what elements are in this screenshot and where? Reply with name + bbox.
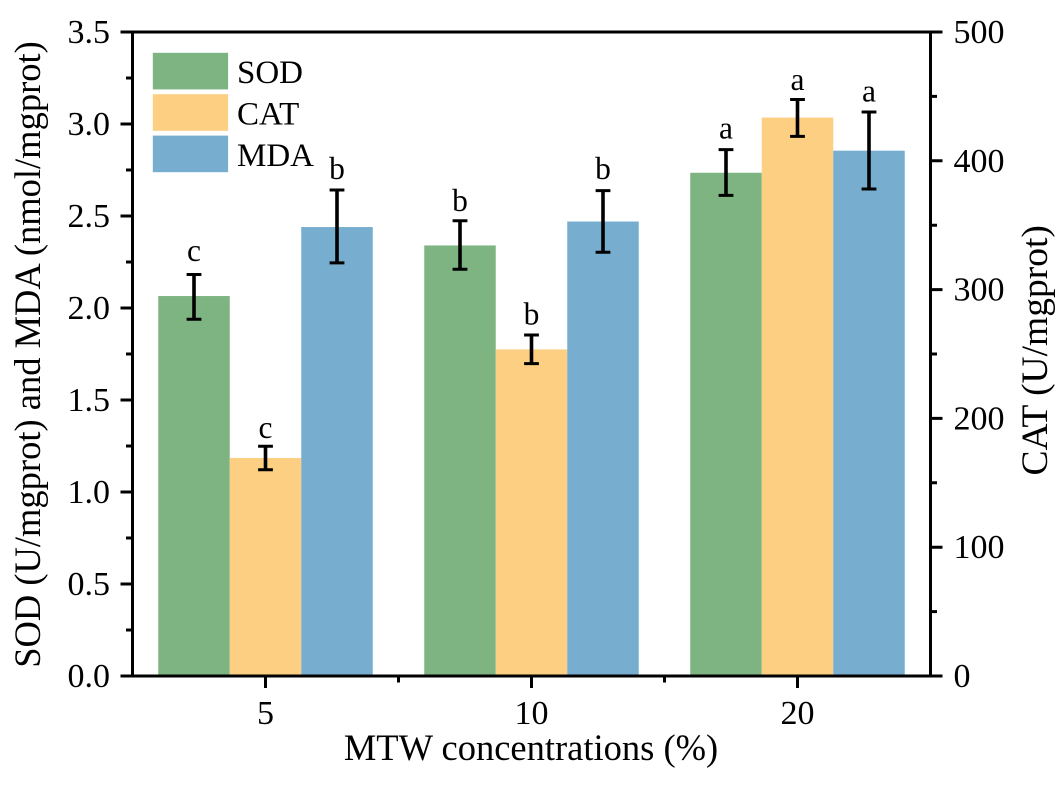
svg-text:CAT: CAT [237, 97, 299, 133]
svg-text:0.5: 0.5 [68, 566, 111, 603]
svg-text:MTW concentrations (%): MTW concentrations (%) [344, 727, 718, 768]
svg-text:1.0: 1.0 [68, 474, 111, 511]
svg-text:0: 0 [954, 658, 971, 695]
svg-text:1.5: 1.5 [68, 382, 111, 419]
svg-text:b: b [452, 183, 468, 218]
svg-text:c: c [259, 410, 273, 445]
svg-text:5: 5 [257, 695, 274, 732]
svg-text:CAT (U/mgprot): CAT (U/mgprot) [1015, 225, 1056, 475]
svg-text:2.5: 2.5 [68, 198, 111, 235]
svg-text:100: 100 [954, 529, 1005, 566]
svg-text:500: 500 [954, 14, 1005, 51]
svg-text:10: 10 [515, 695, 549, 732]
svg-text:300: 300 [954, 272, 1005, 309]
svg-text:a: a [719, 111, 733, 146]
svg-text:SOD (U/mgprot) and MDA (nmol/m: SOD (U/mgprot) and MDA (nmol/mgprot) [7, 41, 48, 668]
svg-text:20: 20 [781, 695, 815, 732]
svg-text:b: b [524, 297, 540, 332]
svg-text:200: 200 [954, 400, 1005, 437]
svg-text:0.0: 0.0 [68, 658, 111, 695]
svg-text:3.0: 3.0 [68, 106, 111, 143]
svg-text:a: a [862, 74, 876, 109]
svg-text:a: a [791, 62, 805, 97]
svg-text:b: b [595, 151, 611, 186]
svg-text:b: b [329, 151, 345, 186]
svg-text:SOD: SOD [237, 55, 303, 91]
svg-text:400: 400 [954, 143, 1005, 180]
svg-text:c: c [187, 233, 201, 268]
svg-text:3.5: 3.5 [68, 14, 111, 51]
svg-text:2.0: 2.0 [68, 290, 111, 327]
svg-text:MDA: MDA [237, 138, 314, 174]
